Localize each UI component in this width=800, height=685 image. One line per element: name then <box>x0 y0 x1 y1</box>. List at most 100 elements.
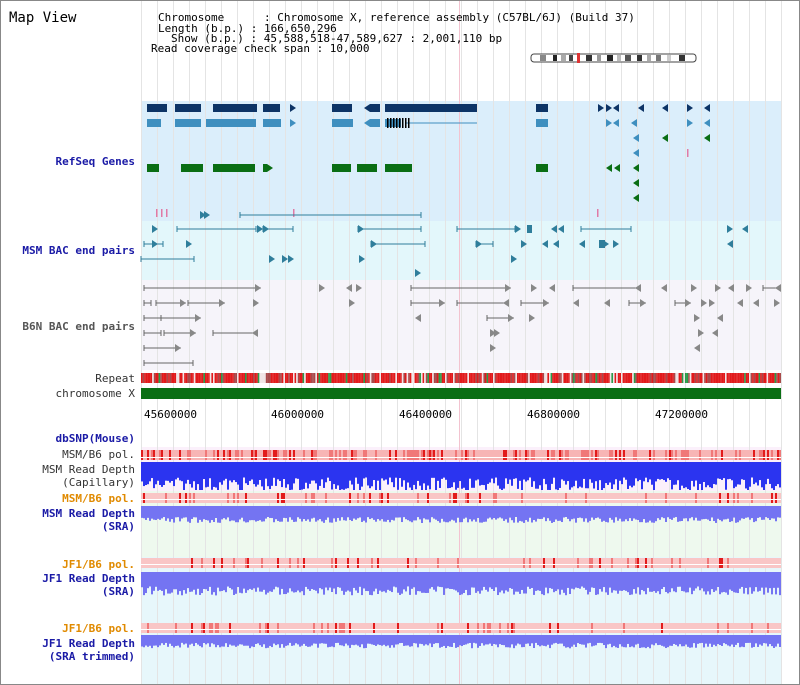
pol-peak <box>503 450 505 460</box>
pol-peak <box>329 450 331 460</box>
pol-peak <box>261 558 263 568</box>
depth-bar <box>641 635 643 648</box>
depth-bar <box>649 635 651 649</box>
repeat-seg <box>656 373 658 383</box>
depth-bar <box>721 462 723 480</box>
depth-bar <box>765 506 767 518</box>
dbsnp-label[interactable]: dbSNP(Mouse) <box>55 432 135 445</box>
pol-peak <box>767 450 769 460</box>
repeat-seg <box>464 373 466 383</box>
jf1-b6-pol-label-2: JF1/B6 pol. <box>62 622 135 635</box>
depth-bar <box>549 506 551 521</box>
depth-bar <box>317 506 319 521</box>
gene-arrow <box>415 269 421 277</box>
repeat-seg <box>769 373 772 383</box>
repeat-seg <box>481 373 484 383</box>
repeat-seg <box>569 373 572 383</box>
depth-bar <box>437 462 439 481</box>
pol-peak <box>771 450 773 460</box>
depth-bar <box>571 572 573 589</box>
depth-bar <box>413 572 415 588</box>
repeat-seg <box>648 373 650 383</box>
repeat-seg <box>529 373 532 383</box>
pol-peak <box>521 493 523 503</box>
depth-bar <box>391 572 393 593</box>
repeat-seg <box>209 373 212 383</box>
depth-bar <box>375 572 377 589</box>
msm-bac-end-pairs-label[interactable]: MSM BAC end pairs <box>22 244 135 257</box>
repeat-seg <box>496 373 498 383</box>
depth-bar <box>623 635 625 648</box>
depth-bar <box>355 506 357 520</box>
depth-bar <box>559 635 561 644</box>
depth-bar <box>751 635 753 648</box>
depth-bar <box>291 462 293 490</box>
depth-bar <box>579 506 581 518</box>
depth-bar <box>315 572 317 591</box>
depth-bar <box>397 635 399 645</box>
depth-bar <box>603 462 605 489</box>
depth-bar <box>455 572 457 591</box>
pol-peak <box>665 450 667 460</box>
depth-bar <box>639 462 641 480</box>
repeat-seg <box>365 373 367 383</box>
depth-bar <box>777 635 779 644</box>
gene-exon <box>536 119 548 127</box>
pol-peak <box>751 623 753 633</box>
repeat-seg <box>445 373 447 383</box>
depth-bar <box>587 462 589 489</box>
refseq-genes-label[interactable]: RefSeq Genes <box>55 155 135 168</box>
depth-bar <box>481 572 483 591</box>
depth-bar <box>629 462 631 486</box>
depth-bar <box>351 506 353 522</box>
pol-peak <box>209 623 211 633</box>
repeat-seg <box>502 373 505 383</box>
depth-bar <box>213 572 215 593</box>
repeat-seg <box>379 373 381 383</box>
depth-bar <box>503 572 505 594</box>
depth-bar <box>289 506 291 518</box>
depth-bar <box>407 635 409 646</box>
depth-bar <box>155 635 157 646</box>
repeat-seg <box>755 373 757 383</box>
pol-peak <box>313 623 315 633</box>
depth-bar <box>221 506 223 520</box>
depth-bar <box>565 462 567 485</box>
b6n-bac-end-pairs-label[interactable]: B6N BAC end pairs <box>22 320 135 333</box>
pol-peak <box>711 450 713 460</box>
depth-bar <box>317 462 319 490</box>
depth-bar <box>753 572 755 592</box>
depth-bar <box>343 572 345 595</box>
pol-peak <box>151 450 153 460</box>
gene-arrow <box>662 104 668 112</box>
repeat-seg <box>294 373 297 383</box>
depth-bar <box>765 462 767 485</box>
depth-bar <box>577 462 579 489</box>
depth-bar <box>445 506 447 523</box>
depth-bar <box>417 506 419 518</box>
pol-peak <box>633 450 635 460</box>
repeat-seg <box>579 373 581 383</box>
depth-bar <box>685 462 687 488</box>
pol-peak <box>665 493 667 503</box>
repeat-seg <box>451 373 453 383</box>
depth-bar <box>739 635 741 648</box>
depth-bar <box>185 506 187 518</box>
depth-bar <box>675 635 677 645</box>
depth-bar <box>613 506 615 523</box>
depth-bar <box>193 635 195 647</box>
pol-peak <box>245 493 247 503</box>
depth-bar <box>147 635 149 647</box>
repeat-seg <box>265 373 268 383</box>
depth-bar <box>691 506 693 518</box>
pol-peak <box>423 450 425 460</box>
gene-arrow <box>503 299 509 307</box>
pol-peak <box>265 450 267 460</box>
repeat-seg <box>541 373 543 383</box>
pol-peak <box>357 558 359 568</box>
depth-bar <box>683 462 685 489</box>
depth-bar <box>293 572 295 593</box>
pol-peak <box>771 493 773 503</box>
repeat-seg <box>605 373 607 383</box>
